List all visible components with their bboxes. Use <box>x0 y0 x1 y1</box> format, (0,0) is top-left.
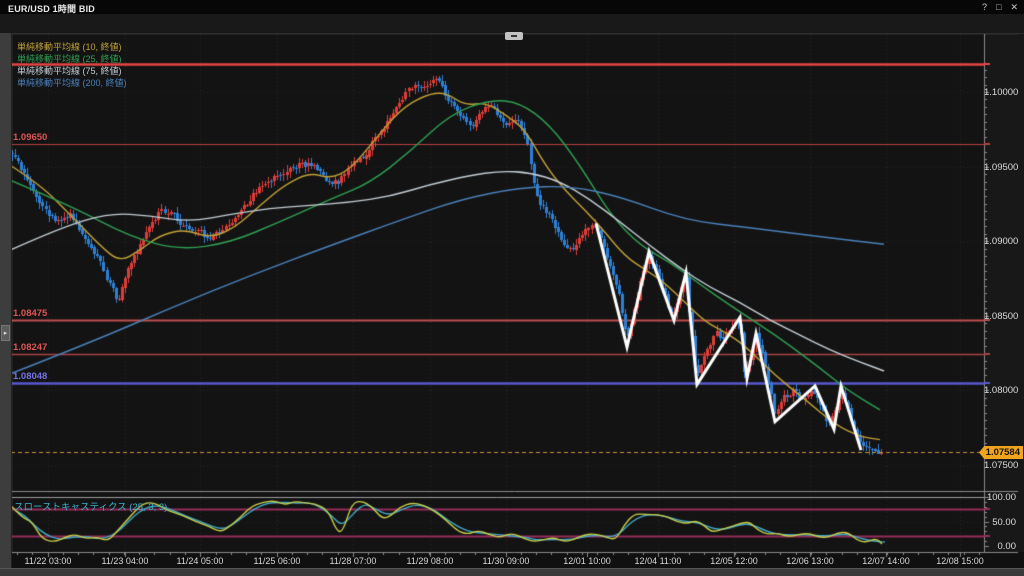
left-side-strip: ▸ <box>0 33 12 568</box>
level-label-1.08247: 1.08247 <box>13 341 48 353</box>
price-tick-1.08000: 1.08000 <box>984 385 1019 397</box>
title-bar[interactable]: EUR/USD 1時間 BID ? □ ✕ <box>0 0 1024 14</box>
time-axis[interactable]: 11/22 03:00 11/23 04:00 11/24 05:00 11/25 0… <box>11 554 984 568</box>
time-tick: 12/05 12:00 <box>710 556 758 566</box>
price-tick-1.07500: 1.07500 <box>984 460 1019 471</box>
current-price-tag: 1.07584 <box>979 446 1023 459</box>
legend-item-ma10: 単純移動平均線 (10, 終値) <box>17 42 122 52</box>
stochastic-indicator-label: スローストキャスティクス (25, 3, 3) <box>14 502 168 513</box>
legend-item-ma200: 単純移動平均線 (200, 終値) <box>17 78 127 88</box>
time-tick: 12/07 14:00 <box>862 556 910 566</box>
stoch-tick-100.00: 100.00 <box>986 492 1016 503</box>
price-tick-1.09000: 1.09000 <box>984 236 1019 248</box>
maximize-button[interactable]: □ <box>996 2 1002 12</box>
time-tick: 12/01 10:00 <box>563 556 611 566</box>
time-tick: 12/06 13:00 <box>786 556 834 566</box>
time-tick: 12/08 15:00 <box>936 556 984 566</box>
time-tick: 11/29 08:00 <box>406 556 454 566</box>
stoch-tick-0.00: 0.00 <box>997 541 1017 552</box>
handle-grip-icon <box>511 35 517 37</box>
legend-item-ma25: 単純移動平均線 (25, 終値) <box>17 54 122 64</box>
level-label-1.09650: 1.09650 <box>13 132 48 144</box>
legend-item-ma75: 単純移動平均線 (75, 終値) <box>17 66 122 76</box>
stoch-tick-50.00: 50.00 <box>992 516 1016 528</box>
ma-legend: 単純移動平均線 (10, 終値) 単純移動平均線 (25, 終値) 単純移動平均線 … <box>17 41 127 89</box>
level-label-1.08048: 1.08048 <box>13 371 48 383</box>
help-button[interactable]: ? <box>982 2 988 12</box>
time-tick: 11/24 05:00 <box>176 556 224 566</box>
panel-expand-button[interactable]: ▸ <box>1 325 10 341</box>
window-title: EUR/USD 1時間 BID <box>8 4 96 14</box>
time-tick: 11/22 03:00 <box>24 556 72 566</box>
time-tick: 11/25 06:00 <box>253 556 301 566</box>
time-tick: 12/04 11:00 <box>634 556 682 566</box>
toolbar-strip <box>0 14 1024 40</box>
toolbar-collapse-handle[interactable] <box>505 32 523 40</box>
price-tick-1.08500: 1.08500 <box>984 310 1019 322</box>
time-tick: 11/28 07:00 <box>329 556 377 566</box>
time-tick: 11/30 09:00 <box>482 556 530 566</box>
time-tick: 11/23 04:00 <box>101 556 149 566</box>
price-tick-1.09500: 1.09500 <box>984 161 1019 173</box>
close-button[interactable]: ✕ <box>1010 2 1018 12</box>
price-tick-1.10000: 1.10000 <box>984 87 1019 98</box>
window-bottom-frame <box>0 568 1024 576</box>
level-label-1.08475: 1.08475 <box>13 307 48 319</box>
